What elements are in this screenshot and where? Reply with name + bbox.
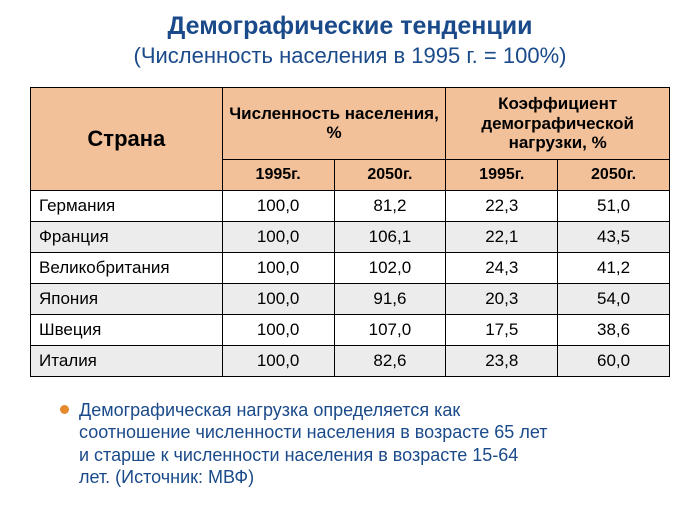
- cell-value: 106,1: [334, 221, 446, 252]
- cell-value: 22,1: [446, 221, 558, 252]
- page-subtitle: (Численность населения в 1995 г. = 100%): [30, 43, 670, 69]
- table-row: Швеция100,0107,017,538,6: [31, 314, 670, 345]
- cell-value: 17,5: [446, 314, 558, 345]
- table-row: Япония100,091,620,354,0: [31, 283, 670, 314]
- th-year: 2050г.: [558, 159, 670, 190]
- cell-value: 107,0: [334, 314, 446, 345]
- table-row: Франция100,0106,122,143,5: [31, 221, 670, 252]
- th-year: 1995г.: [222, 159, 334, 190]
- cell-value: 81,2: [334, 190, 446, 221]
- cell-value: 60,0: [558, 345, 670, 376]
- table-row: Италия100,082,623,860,0: [31, 345, 670, 376]
- table-row: Великобритания100,0102,024,341,2: [31, 252, 670, 283]
- cell-value: 102,0: [334, 252, 446, 283]
- cell-country: Япония: [31, 283, 223, 314]
- th-group-population: Численность населения, %: [222, 88, 446, 160]
- cell-value: 82,6: [334, 345, 446, 376]
- demographics-table: Страна Численность населения, % Коэффици…: [30, 87, 670, 377]
- cell-value: 100,0: [222, 252, 334, 283]
- cell-value: 24,3: [446, 252, 558, 283]
- bullet-icon: [60, 405, 69, 414]
- cell-value: 100,0: [222, 345, 334, 376]
- cell-value: 43,5: [558, 221, 670, 252]
- cell-value: 100,0: [222, 283, 334, 314]
- cell-country: Италия: [31, 345, 223, 376]
- page-title: Демографические тенденции: [30, 12, 670, 41]
- cell-country: Швеция: [31, 314, 223, 345]
- cell-value: 51,0: [558, 190, 670, 221]
- cell-country: Германия: [31, 190, 223, 221]
- th-year: 1995г.: [446, 159, 558, 190]
- cell-value: 54,0: [558, 283, 670, 314]
- cell-country: Франция: [31, 221, 223, 252]
- cell-country: Великобритания: [31, 252, 223, 283]
- th-group-dependency: Коэффициент демографической нагрузки, %: [446, 88, 670, 160]
- cell-value: 41,2: [558, 252, 670, 283]
- cell-value: 38,6: [558, 314, 670, 345]
- th-country: Страна: [31, 88, 223, 191]
- footnote-text: Демографическая нагрузка определяется ка…: [79, 399, 549, 489]
- cell-value: 22,3: [446, 190, 558, 221]
- table-row: Германия100,081,222,351,0: [31, 190, 670, 221]
- cell-value: 23,8: [446, 345, 558, 376]
- cell-value: 100,0: [222, 221, 334, 252]
- cell-value: 20,3: [446, 283, 558, 314]
- cell-value: 91,6: [334, 283, 446, 314]
- cell-value: 100,0: [222, 190, 334, 221]
- cell-value: 100,0: [222, 314, 334, 345]
- th-year: 2050г.: [334, 159, 446, 190]
